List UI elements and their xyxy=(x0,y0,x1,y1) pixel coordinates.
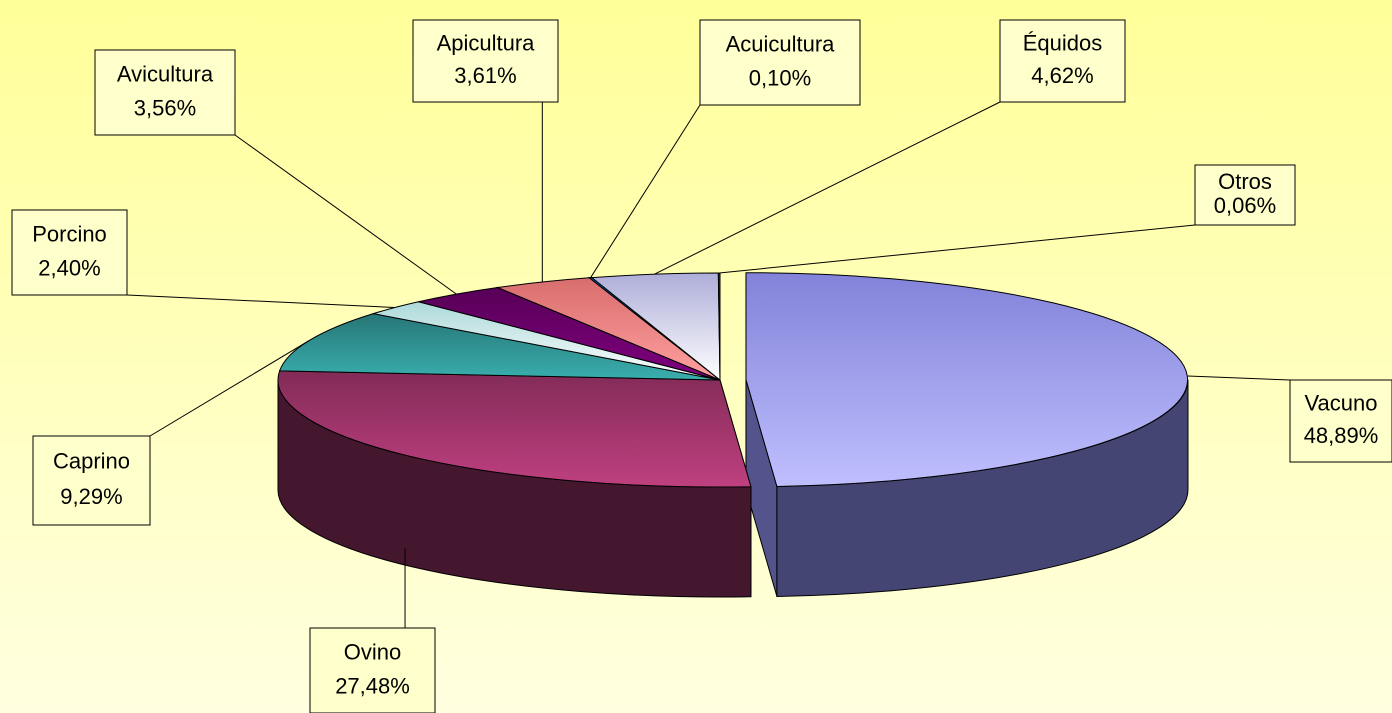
value-label: 0,06% xyxy=(1214,193,1276,218)
label-box xyxy=(1194,164,1296,226)
pie-slice xyxy=(278,313,721,381)
leader-line xyxy=(149,340,310,437)
category-label: Avicultura xyxy=(117,61,214,86)
pie-slice xyxy=(277,370,752,488)
value-label: 2,40% xyxy=(38,255,100,280)
label-box xyxy=(11,209,128,296)
category-label: Caprino xyxy=(53,449,130,474)
pie-slice xyxy=(745,272,1189,487)
leader-line xyxy=(126,294,396,308)
category-label: Équidos xyxy=(1023,30,1103,55)
label-box xyxy=(699,19,861,106)
label-box xyxy=(412,19,559,103)
label-box xyxy=(999,19,1126,103)
leader-line xyxy=(590,104,701,278)
value-label: 3,56% xyxy=(134,95,196,120)
value-label: 3,61% xyxy=(454,63,516,88)
label-box xyxy=(94,49,236,136)
value-label: 0,10% xyxy=(749,65,811,90)
category-label: Porcino xyxy=(32,221,107,246)
leader-line xyxy=(719,224,1196,274)
category-label: Apicultura xyxy=(437,30,536,55)
value-label: 4,62% xyxy=(1031,63,1093,88)
label-box xyxy=(1289,379,1392,463)
label-box xyxy=(32,435,151,526)
leader-line xyxy=(234,134,457,295)
value-label: 27,48% xyxy=(335,673,410,698)
category-label: Vacuno xyxy=(1305,390,1378,415)
value-label: 48,89% xyxy=(1304,423,1379,448)
category-label: Otros xyxy=(1218,169,1272,194)
leader-line xyxy=(654,101,1001,275)
category-label: Ovino xyxy=(344,639,401,664)
category-label: Acuicultura xyxy=(726,31,836,56)
label-box xyxy=(309,627,436,713)
value-label: 9,29% xyxy=(60,484,122,509)
leader-line xyxy=(1187,375,1291,381)
